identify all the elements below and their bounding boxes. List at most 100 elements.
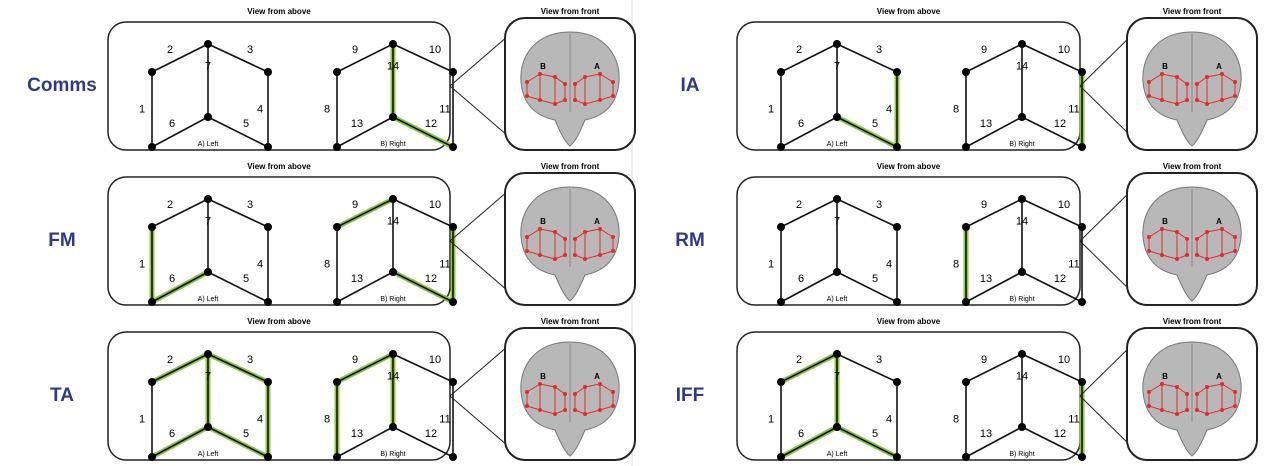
edge bbox=[1022, 44, 1082, 72]
node bbox=[833, 268, 841, 276]
edge-label: 1 bbox=[768, 258, 774, 270]
electrode bbox=[563, 98, 567, 102]
electrode bbox=[553, 230, 557, 234]
edge-label: 12 bbox=[1054, 273, 1066, 285]
edge-label: 10 bbox=[1058, 199, 1070, 211]
electrode bbox=[583, 257, 587, 261]
electrode bbox=[1220, 227, 1224, 231]
edge bbox=[337, 354, 393, 382]
edge-label: 3 bbox=[876, 199, 882, 211]
brain-label: B bbox=[1162, 62, 1168, 71]
node bbox=[389, 268, 397, 276]
edge-label: 3 bbox=[247, 199, 253, 211]
view-front-title: View from front bbox=[541, 317, 600, 326]
graph-box bbox=[737, 22, 1080, 150]
electrode bbox=[1233, 235, 1237, 239]
node bbox=[264, 298, 272, 306]
edge-label: 11 bbox=[439, 103, 450, 115]
node bbox=[264, 378, 272, 386]
node bbox=[389, 423, 397, 431]
electrode bbox=[1220, 72, 1224, 76]
node bbox=[893, 68, 901, 76]
edge-label: 4 bbox=[257, 413, 263, 425]
edge-label: 11 bbox=[1068, 258, 1079, 270]
edge-label: 9 bbox=[981, 199, 987, 211]
node bbox=[893, 453, 901, 461]
electrode bbox=[1205, 385, 1209, 389]
electrode bbox=[1175, 385, 1179, 389]
edge bbox=[781, 199, 837, 227]
electrode bbox=[1233, 80, 1237, 84]
edge-label: 11 bbox=[439, 413, 450, 425]
edge-label: 6 bbox=[798, 273, 804, 285]
electrode bbox=[583, 75, 587, 79]
node bbox=[1078, 223, 1086, 231]
electrode bbox=[563, 237, 567, 241]
electrode bbox=[1185, 253, 1189, 257]
graph-box bbox=[737, 332, 1080, 460]
edge bbox=[966, 354, 1022, 382]
brain-label: B bbox=[540, 372, 546, 381]
edge bbox=[1022, 354, 1082, 382]
edge-label: 10 bbox=[429, 44, 441, 56]
edge-label: 7 bbox=[205, 370, 211, 382]
node bbox=[204, 268, 212, 276]
condition-label: RM bbox=[675, 230, 705, 251]
edge bbox=[393, 354, 453, 382]
node bbox=[777, 143, 785, 151]
node bbox=[1018, 195, 1026, 203]
node bbox=[833, 40, 841, 48]
node bbox=[1018, 268, 1026, 276]
node bbox=[333, 68, 341, 76]
electrode bbox=[538, 253, 542, 257]
edge-label: 14 bbox=[387, 60, 399, 72]
electrode bbox=[1147, 404, 1151, 408]
edge-label: 8 bbox=[953, 103, 959, 115]
edge-label: 1 bbox=[139, 103, 145, 115]
edge-label: 12 bbox=[425, 273, 437, 285]
node bbox=[449, 453, 457, 461]
node bbox=[333, 298, 341, 306]
electrode bbox=[583, 102, 587, 106]
electrode bbox=[525, 404, 529, 408]
node bbox=[1018, 40, 1026, 48]
electrode bbox=[1233, 94, 1237, 98]
electrode bbox=[611, 404, 615, 408]
node bbox=[449, 378, 457, 386]
edge-label: 6 bbox=[798, 428, 804, 440]
electrode bbox=[1205, 75, 1209, 79]
edge-label: 9 bbox=[352, 354, 358, 366]
node bbox=[962, 223, 970, 231]
edge bbox=[152, 199, 208, 227]
electrode bbox=[1233, 249, 1237, 253]
electrode bbox=[1220, 98, 1224, 102]
node bbox=[264, 453, 272, 461]
left-caption: A) Left bbox=[198, 296, 219, 303]
electrode bbox=[1147, 80, 1151, 84]
graph-box bbox=[737, 177, 1080, 305]
edge-label: 8 bbox=[953, 258, 959, 270]
edge bbox=[966, 44, 1022, 72]
node bbox=[893, 298, 901, 306]
node bbox=[893, 143, 901, 151]
edge-label: 8 bbox=[324, 258, 330, 270]
condition-label: FM bbox=[48, 230, 75, 251]
figure: CommsView from aboveView from front12345… bbox=[0, 0, 1264, 466]
electrode bbox=[1195, 408, 1199, 412]
node bbox=[204, 113, 212, 121]
view-above-title: View from above bbox=[877, 7, 941, 16]
edge bbox=[966, 199, 1022, 227]
electrode bbox=[538, 98, 542, 102]
edge bbox=[837, 199, 897, 227]
right-caption: B) Right bbox=[1009, 296, 1034, 303]
node bbox=[962, 68, 970, 76]
edge-label: 4 bbox=[886, 103, 892, 115]
node bbox=[1078, 143, 1086, 151]
node bbox=[449, 298, 457, 306]
node bbox=[333, 143, 341, 151]
edge-label: 2 bbox=[167, 44, 173, 56]
node bbox=[148, 68, 156, 76]
view-above-title: View from above bbox=[877, 317, 941, 326]
node bbox=[148, 453, 156, 461]
node bbox=[777, 223, 785, 231]
